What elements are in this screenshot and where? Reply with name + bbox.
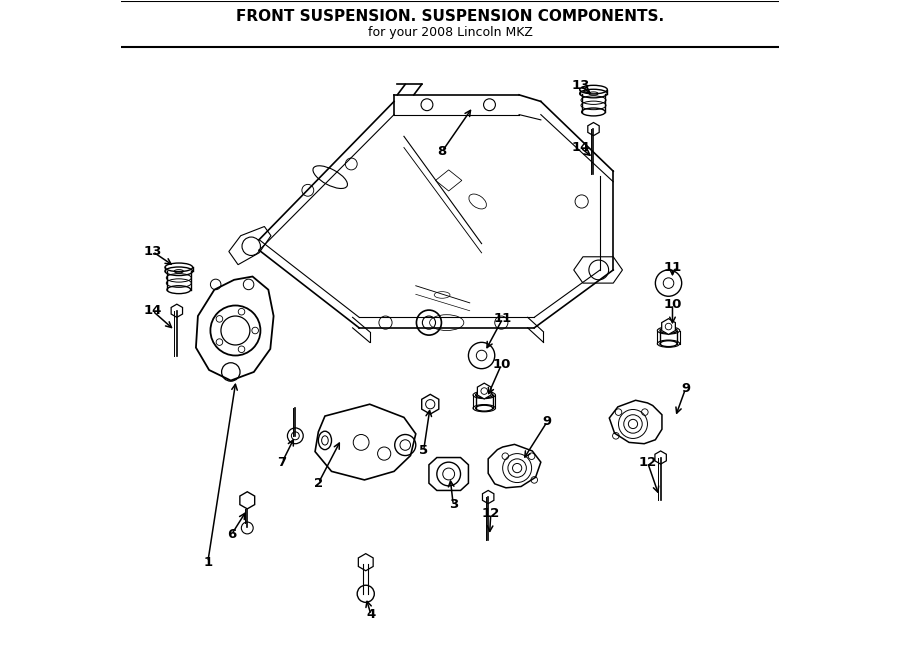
Polygon shape [482, 490, 494, 504]
Text: 7: 7 [277, 455, 287, 469]
Text: 11: 11 [663, 262, 681, 274]
Text: 13: 13 [143, 245, 162, 258]
Text: 9: 9 [543, 415, 552, 428]
Text: 1: 1 [203, 556, 212, 568]
Text: 14: 14 [572, 141, 590, 154]
Text: 5: 5 [419, 444, 428, 457]
Text: 8: 8 [437, 145, 446, 158]
Polygon shape [422, 395, 439, 414]
Text: 10: 10 [663, 297, 681, 311]
Text: 3: 3 [449, 498, 458, 512]
Text: 14: 14 [143, 304, 162, 317]
Polygon shape [358, 554, 374, 570]
Polygon shape [662, 319, 675, 334]
Polygon shape [477, 383, 491, 399]
Text: 12: 12 [638, 455, 657, 469]
Text: 10: 10 [492, 358, 510, 371]
Text: 9: 9 [681, 382, 690, 395]
Text: 12: 12 [482, 507, 500, 520]
Text: for your 2008 Lincoln MKZ: for your 2008 Lincoln MKZ [367, 26, 533, 39]
Text: 2: 2 [314, 477, 323, 490]
Text: 11: 11 [493, 312, 512, 325]
Text: 6: 6 [227, 528, 236, 541]
Polygon shape [655, 451, 666, 464]
Polygon shape [588, 122, 599, 136]
Text: 13: 13 [572, 79, 590, 92]
Polygon shape [171, 304, 183, 317]
Polygon shape [240, 492, 255, 509]
Text: FRONT SUSPENSION. SUSPENSION COMPONENTS.: FRONT SUSPENSION. SUSPENSION COMPONENTS. [236, 9, 664, 24]
Text: 4: 4 [366, 608, 375, 621]
